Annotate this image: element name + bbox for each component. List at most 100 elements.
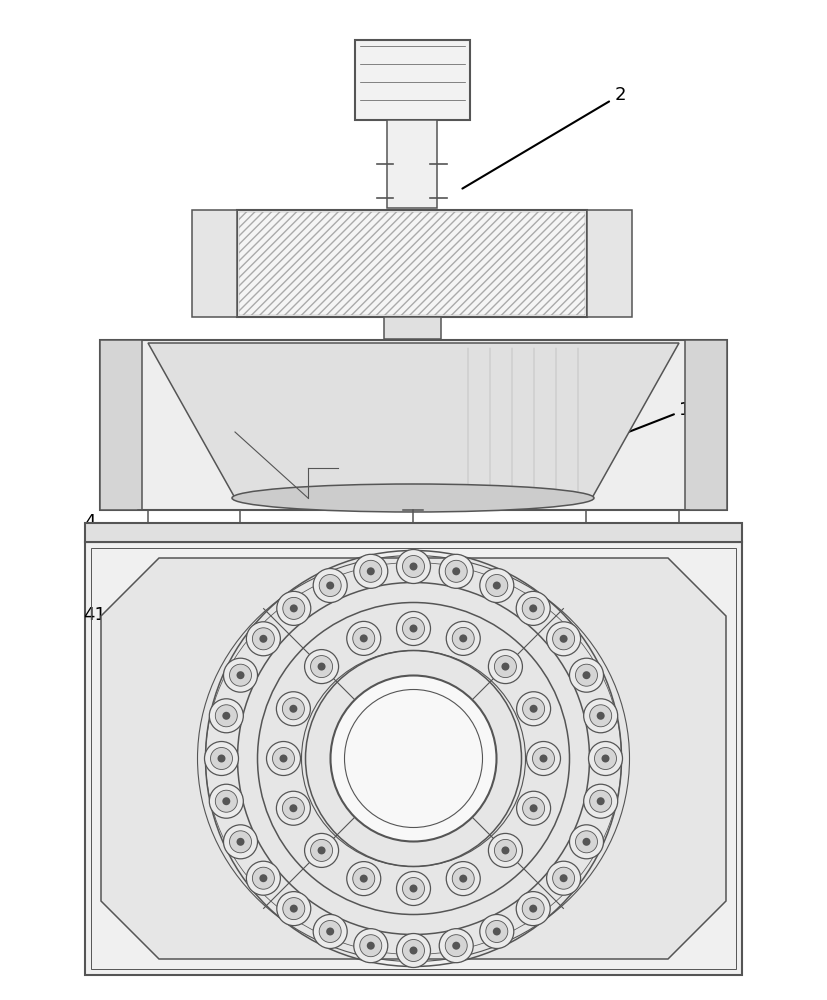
Circle shape	[439, 554, 473, 588]
Circle shape	[576, 664, 597, 686]
Circle shape	[547, 622, 581, 656]
Circle shape	[209, 784, 243, 818]
Circle shape	[597, 712, 605, 720]
Circle shape	[347, 621, 380, 655]
Circle shape	[313, 569, 347, 603]
Circle shape	[360, 560, 382, 582]
Circle shape	[354, 554, 388, 588]
Bar	[387, 120, 437, 208]
Circle shape	[570, 825, 604, 859]
Circle shape	[223, 658, 257, 692]
Circle shape	[266, 742, 300, 776]
Circle shape	[529, 705, 538, 713]
Circle shape	[223, 825, 257, 859]
Circle shape	[576, 831, 597, 853]
Circle shape	[347, 862, 380, 896]
Circle shape	[318, 663, 326, 671]
Circle shape	[403, 878, 424, 900]
Circle shape	[209, 699, 243, 733]
Circle shape	[318, 846, 326, 854]
Circle shape	[277, 591, 311, 625]
Ellipse shape	[232, 484, 594, 512]
Circle shape	[215, 790, 237, 812]
Text: 5: 5	[567, 661, 666, 736]
Circle shape	[552, 867, 575, 889]
Circle shape	[283, 898, 305, 920]
Circle shape	[326, 927, 334, 935]
Circle shape	[529, 604, 538, 612]
Circle shape	[517, 692, 551, 726]
Circle shape	[283, 597, 305, 619]
Circle shape	[409, 884, 418, 892]
Circle shape	[539, 754, 547, 762]
Circle shape	[360, 875, 368, 883]
Circle shape	[409, 562, 418, 570]
Circle shape	[403, 940, 424, 962]
Circle shape	[331, 676, 496, 842]
Circle shape	[452, 567, 460, 575]
Circle shape	[354, 929, 388, 963]
Circle shape	[273, 747, 294, 770]
Circle shape	[396, 934, 431, 968]
Circle shape	[360, 634, 368, 642]
Circle shape	[252, 628, 275, 650]
Circle shape	[452, 942, 460, 950]
Circle shape	[485, 920, 508, 942]
Bar	[237, 210, 587, 317]
Circle shape	[276, 791, 310, 825]
Circle shape	[584, 784, 618, 818]
Circle shape	[246, 861, 280, 895]
Circle shape	[277, 892, 311, 926]
Circle shape	[445, 935, 467, 957]
Circle shape	[445, 560, 467, 582]
Text: 1: 1	[598, 401, 691, 444]
Circle shape	[489, 650, 523, 684]
Text: 41: 41	[84, 606, 146, 639]
Circle shape	[529, 905, 538, 913]
Circle shape	[289, 905, 298, 913]
Circle shape	[353, 868, 375, 890]
Polygon shape	[148, 343, 679, 498]
Circle shape	[289, 705, 298, 713]
Circle shape	[590, 705, 612, 727]
Circle shape	[260, 635, 267, 643]
Text: 2: 2	[462, 86, 626, 189]
Circle shape	[230, 831, 251, 853]
Circle shape	[597, 797, 605, 805]
Circle shape	[319, 575, 342, 597]
Circle shape	[595, 748, 616, 770]
Circle shape	[447, 862, 480, 896]
Circle shape	[590, 790, 612, 812]
Bar	[239, 212, 585, 315]
Circle shape	[570, 658, 604, 692]
Circle shape	[447, 621, 480, 655]
Circle shape	[326, 582, 334, 590]
Circle shape	[313, 914, 347, 948]
Circle shape	[493, 582, 501, 590]
Circle shape	[403, 556, 424, 578]
Circle shape	[485, 575, 508, 597]
Circle shape	[230, 664, 251, 686]
Circle shape	[215, 705, 237, 727]
Circle shape	[246, 622, 280, 656]
Circle shape	[311, 839, 332, 861]
Circle shape	[222, 797, 230, 805]
Circle shape	[367, 567, 375, 575]
Circle shape	[522, 898, 544, 920]
Bar	[85, 542, 742, 975]
Bar	[384, 317, 441, 339]
Text: 63: 63	[144, 751, 299, 789]
Circle shape	[396, 871, 431, 906]
Circle shape	[304, 833, 338, 867]
Text: 4: 4	[84, 513, 152, 537]
Circle shape	[493, 927, 501, 935]
Circle shape	[319, 920, 342, 942]
Circle shape	[459, 634, 467, 642]
Circle shape	[495, 656, 516, 678]
Circle shape	[409, 946, 418, 954]
Bar	[100, 340, 142, 510]
Circle shape	[237, 671, 245, 679]
Circle shape	[237, 838, 245, 846]
Circle shape	[584, 699, 618, 733]
Circle shape	[211, 747, 232, 770]
